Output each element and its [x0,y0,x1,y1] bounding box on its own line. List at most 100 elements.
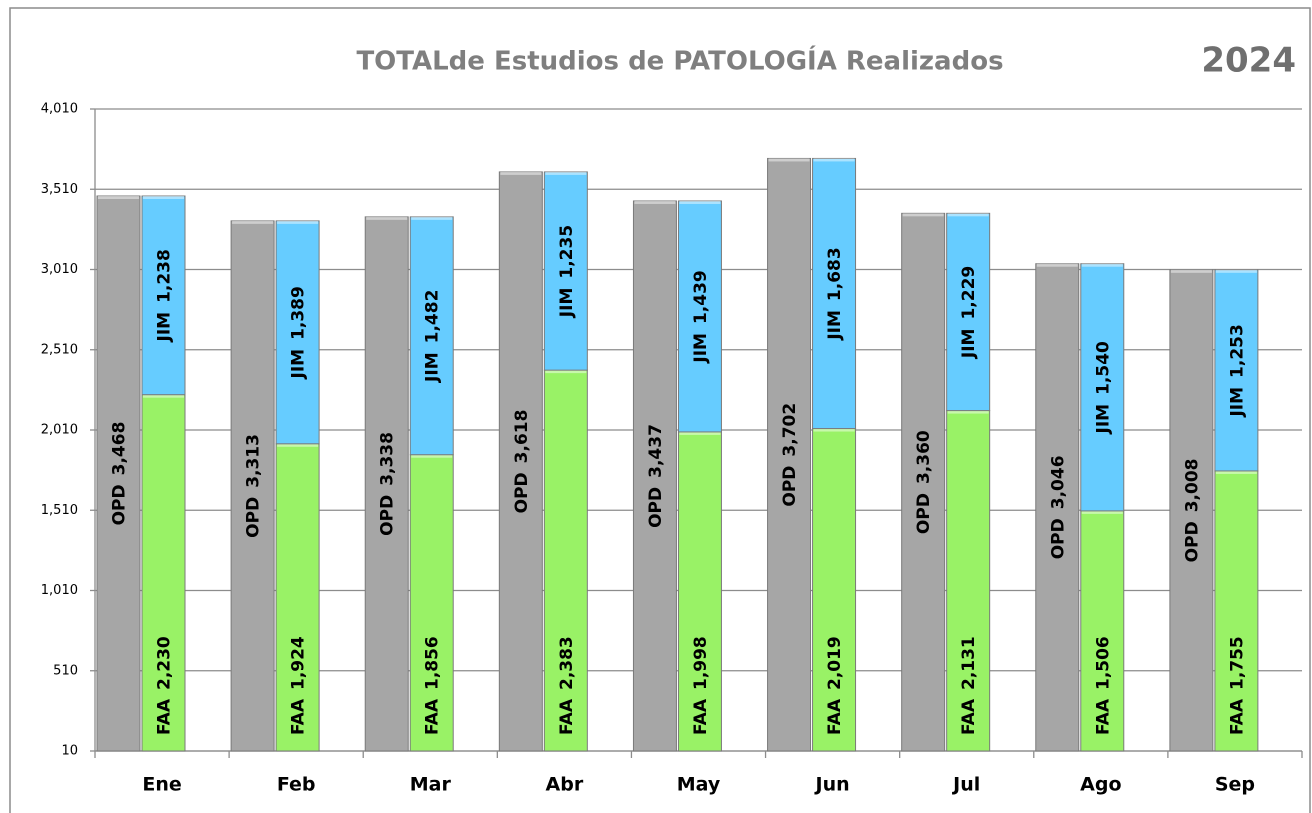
data-label-series: JIM [1227,387,1247,418]
data-label-value: 1,229 [959,266,979,320]
data-label-series: FAA [825,698,845,735]
data-label-value: 1,506 [1093,636,1113,690]
data-label: FAA 2,383 [557,636,577,735]
data-label-value: 1,924 [289,636,309,690]
data-label: FAA 2,131 [959,636,979,735]
data-label-series: OPD [1048,518,1068,559]
data-label-value: 1,540 [1093,341,1113,395]
data-label-value: 1,755 [1227,636,1247,690]
bar-shine [98,195,139,199]
data-label-value: 3,046 [1048,455,1068,509]
data-label: FAA 1,998 [691,636,711,735]
bar-shine [411,216,453,220]
data-label-series: OPD [244,497,264,538]
bar-segment [275,220,320,445]
bar-shine [143,195,184,199]
data-label: OPD 3,437 [646,424,666,528]
data-label: OPD 3,618 [512,410,532,514]
y-tick-label: 2,010 [41,423,78,438]
bar-shine [1081,263,1123,267]
y-tick-label: 1,510 [41,503,78,518]
data-label-value: 1,238 [155,249,175,303]
bar-segment [1080,263,1125,512]
y-tick-label: 3,010 [41,262,78,277]
data-label-value: 1,482 [423,290,443,344]
y-tick-label: 2,510 [41,342,78,357]
bar-segment [498,171,543,752]
data-label-value: 1,998 [691,636,711,690]
bar-shine [902,213,944,217]
bar-shine [813,158,855,162]
bar-shine [500,171,542,175]
data-label-value: 1,439 [691,270,711,324]
bar-shine [679,431,721,435]
bar-segment [543,171,588,371]
bar-segment [96,195,141,752]
data-label-value: 2,230 [155,636,175,690]
data-label-value: 1,389 [289,286,309,340]
data-label: FAA 1,856 [423,636,443,735]
bar-segment [767,157,812,752]
bar-shine [366,216,408,220]
bar-shine [813,428,855,432]
data-label-value: 3,008 [1182,459,1202,513]
data-label-value: 1,253 [1227,324,1247,378]
bar-segment [901,212,946,752]
data-label: FAA 1,755 [1227,636,1247,735]
data-label: JIM 1,253 [1227,324,1247,417]
data-label-value: 1,856 [423,636,443,690]
bar-segment [141,394,186,752]
bar-shine [947,213,989,217]
data-label: FAA 1,924 [289,636,309,735]
year-annotation: 2024 [1201,41,1296,81]
data-label: OPD 3,338 [378,432,398,536]
data-label-value: 3,468 [110,422,130,476]
data-label-series: FAA [959,698,979,735]
y-tick-label: 1,010 [41,583,78,598]
data-label: OPD 3,008 [1182,459,1202,563]
bar-segment [409,454,454,752]
bar-segment [1214,269,1259,472]
data-label-value: 3,437 [646,424,666,478]
data-label: JIM 1,389 [289,286,309,379]
y-tick-label: 10 [61,744,78,759]
bar-segment [275,443,320,752]
bar-shine [768,158,810,162]
data-label-value: 3,618 [512,410,532,464]
bar-shine [143,394,184,398]
bar-shine [545,171,587,175]
data-label: OPD 3,313 [244,434,264,538]
data-label-series: OPD [914,493,934,534]
bar-shine [1081,510,1123,514]
x-tick-label: Abr [546,774,584,796]
bar-segment [946,410,991,752]
data-label-series: FAA [1227,698,1247,735]
data-label-series: FAA [1093,698,1113,735]
bar-shine [411,454,453,458]
data-label: FAA 2,019 [825,636,845,735]
data-label: JIM 1,238 [155,249,175,342]
data-label-series: OPD [646,487,666,528]
data-label-series: OPD [110,484,130,525]
y-tick-label: 3,510 [41,182,78,197]
data-label-series: FAA [691,698,711,735]
data-label: JIM 1,235 [557,225,577,318]
bar-shine [1215,470,1257,474]
bar-segment [1214,470,1259,752]
data-label: FAA 2,230 [155,636,175,735]
bar-shine [277,220,319,224]
data-label-series: JIM [825,310,845,341]
y-tick-label: 510 [53,663,78,678]
x-tick-label: Feb [277,774,316,796]
bar-shine [545,370,587,374]
data-label: JIM 1,439 [691,270,711,363]
bar-shine [232,220,274,224]
data-label-value: 3,338 [378,432,398,486]
bar-segment [1080,510,1125,752]
x-tick-label: Ene [142,774,181,796]
data-label-series: JIM [557,288,577,319]
bar-segment [812,157,857,430]
data-label-series: JIM [289,349,309,380]
data-label: JIM 1,683 [825,247,845,340]
